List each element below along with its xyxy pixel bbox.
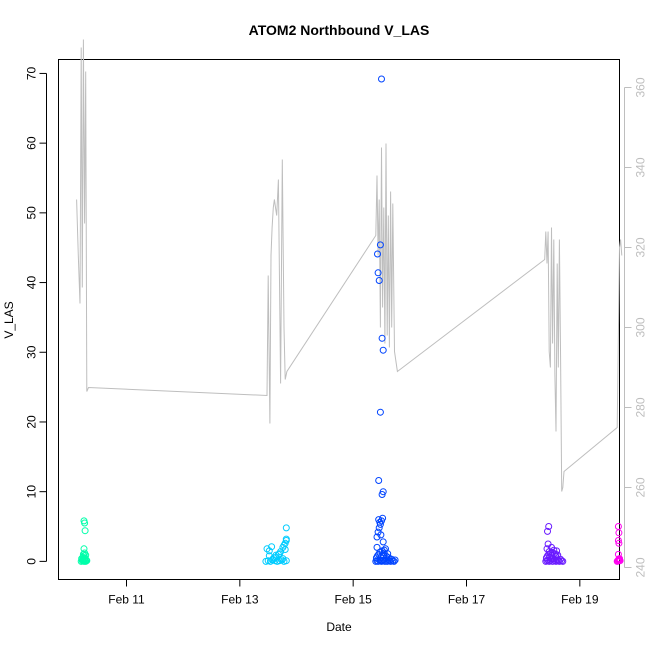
- axes-layer: Feb 11 Feb 13 Feb 15 Feb 17 Feb 19 0 10 20 30 40 5…: [25, 66, 648, 606]
- data-point: [379, 538, 387, 546]
- right-tick-label: 320: [634, 237, 648, 257]
- data-point: [375, 477, 383, 484]
- series-line-right-axis: [76, 39, 623, 492]
- data-point: [265, 547, 273, 555]
- data-point: [375, 277, 383, 284]
- data-point: [549, 548, 557, 556]
- right-tick-label: 280: [634, 397, 648, 417]
- data-point: [374, 269, 382, 277]
- x-tick-label: Feb 11: [108, 593, 145, 607]
- data-point: [282, 524, 290, 532]
- x-tick-label: Feb 19: [561, 593, 599, 607]
- y-tick-label: 70: [25, 66, 39, 80]
- series-layer: [76, 39, 624, 565]
- data-point: [545, 523, 553, 530]
- data-point: [377, 531, 385, 539]
- data-point: [80, 545, 88, 553]
- right-tick-label: 240: [634, 557, 648, 577]
- y-tick-label: 30: [25, 345, 39, 359]
- chart-title: ATOM2 Northbound V_LAS: [249, 22, 430, 38]
- data-point: [614, 523, 622, 530]
- data-point: [81, 527, 89, 535]
- y-tick-label: 50: [25, 206, 39, 220]
- data-point: [615, 539, 623, 547]
- data-point: [616, 556, 623, 564]
- data-point: [558, 557, 566, 565]
- data-point: [79, 557, 87, 565]
- data-point: [380, 549, 388, 557]
- data-point: [379, 488, 387, 496]
- data-point: [390, 557, 398, 565]
- data-point: [280, 541, 288, 549]
- data-point: [391, 556, 399, 564]
- right-tick-label: 360: [634, 77, 648, 97]
- data-point: [614, 537, 622, 544]
- x-tick-label: Feb 17: [448, 593, 486, 607]
- data-point: [379, 346, 387, 354]
- x-tick-label: Feb 15: [334, 593, 372, 607]
- data-point: [375, 524, 383, 532]
- data-point: [80, 517, 88, 525]
- data-point: [615, 555, 623, 563]
- data-point: [378, 75, 385, 83]
- data-point: [279, 555, 287, 563]
- x-axis-label: Date: [326, 620, 352, 634]
- data-point: [281, 546, 289, 553]
- y-tick-label: 10: [25, 485, 39, 499]
- data-point: [373, 543, 381, 551]
- data-point: [282, 557, 290, 565]
- data-point: [376, 408, 384, 416]
- data-point: [385, 554, 393, 562]
- data-point: [544, 540, 552, 548]
- data-point: [380, 546, 388, 554]
- right-tick-label: 300: [634, 317, 648, 337]
- data-point: [373, 533, 381, 541]
- data-point: [282, 535, 290, 543]
- y-tick-label: 0: [25, 558, 39, 565]
- data-point: [553, 547, 561, 555]
- data-point: [378, 334, 386, 342]
- data-point: [374, 250, 381, 258]
- data-point: [376, 518, 384, 526]
- y-axis-label: V_LAS: [2, 301, 16, 338]
- right-tick-label: 260: [634, 477, 648, 497]
- data-point: [559, 557, 567, 565]
- data-point: [552, 550, 560, 558]
- data-point: [616, 557, 624, 565]
- data-point: [615, 529, 623, 537]
- data-point: [545, 548, 553, 556]
- y-tick-label: 40: [25, 276, 39, 290]
- right-tick-label: 340: [634, 157, 648, 177]
- data-point: [269, 555, 277, 563]
- data-point: [268, 543, 276, 551]
- plot-frame: [58, 59, 620, 580]
- data-point: [276, 550, 283, 558]
- data-point: [376, 241, 384, 249]
- y-tick-label: 20: [25, 415, 39, 429]
- y-tick-label: 60: [25, 136, 39, 150]
- data-point: [544, 527, 551, 535]
- x-tick-label: Feb 13: [221, 593, 259, 607]
